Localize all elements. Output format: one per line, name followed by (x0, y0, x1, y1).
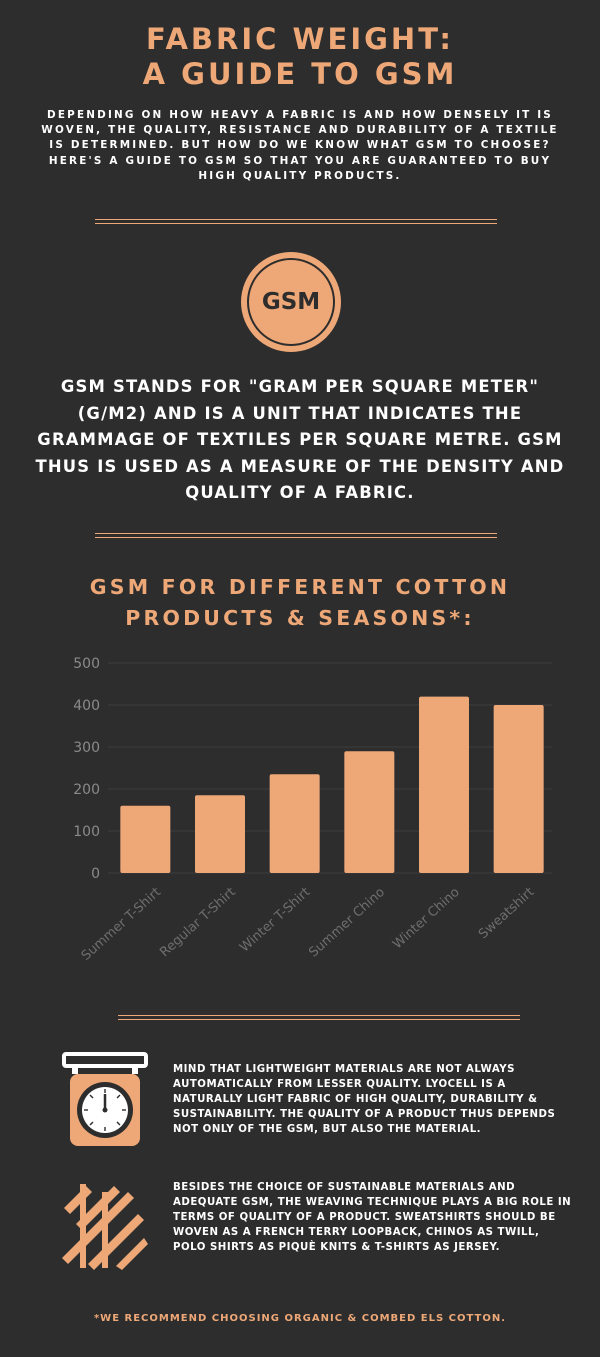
weighing-scale-icon (62, 1052, 148, 1146)
chart-grid (108, 662, 552, 874)
intro-text: DEPENDING ON HOW HEAVY A FABRIC IS AND H… (41, 109, 559, 182)
y-tick-label: 0 (91, 866, 100, 882)
divider-2 (95, 533, 497, 538)
y-tick-label: 500 (73, 656, 100, 672)
footnote: *WE RECOMMEND CHOOSING ORGANIC & COMBED … (93, 1313, 507, 1324)
note-lightweight-materials: MIND THAT LIGHTWEIGHT MATERIALS ARE NOT … (173, 1064, 556, 1135)
note-weaving-technique: BESIDES THE CHOICE OF SUSTAINABLE MATERI… (173, 1182, 572, 1253)
y-axis-ticks: 0 100 200 300 400 500 (73, 656, 100, 882)
divider-3 (118, 1015, 520, 1020)
x-tick-label: Summer T-Shirt (79, 885, 164, 964)
y-tick-label: 100 (73, 824, 100, 840)
bar-summer-t-shirt (120, 805, 171, 873)
chart-title: GSM FOR DIFFERENT COTTON PRODUCTS & SEAS… (0, 572, 600, 634)
chart-title-line-1: GSM FOR DIFFERENT COTTON (89, 575, 511, 599)
y-tick-label: 200 (73, 782, 100, 798)
y-tick-label: 400 (73, 698, 100, 714)
bar-sweatshirt (493, 705, 544, 873)
page-title: FABRIC WEIGHT: A GUIDE TO GSM (0, 22, 600, 92)
divider-1 (95, 219, 497, 224)
chart-bars (120, 696, 544, 873)
y-tick-label: 300 (73, 740, 100, 756)
weave-icon (62, 1184, 148, 1270)
x-tick-label: Winter Chino (390, 885, 463, 952)
gsm-badge-label: GSM (261, 289, 321, 315)
x-tick-label: Regular T-Shirt (157, 885, 238, 960)
bar-summer-chino (344, 751, 395, 873)
bar-winter-chino (419, 696, 469, 873)
title-line-1: FABRIC WEIGHT: (146, 22, 454, 56)
x-tick-label: Winter T-Shirt (237, 885, 313, 956)
gsm-definition: GSM STANDS FOR "GRAM PER SQUARE METER" (… (35, 377, 565, 502)
chart-title-line-2: PRODUCTS & SEASONS*: (125, 606, 475, 630)
gsm-badge-ring (247, 258, 335, 346)
title-line-2: A GUIDE TO GSM (142, 57, 458, 91)
x-tick-label: Sweatshirt (476, 885, 537, 942)
bar-regular-t-shirt (195, 795, 245, 873)
x-tick-label: Summer Chino (306, 885, 388, 961)
bar-winter-t-shirt (269, 774, 320, 873)
gsm-badge: GSM (241, 252, 341, 352)
